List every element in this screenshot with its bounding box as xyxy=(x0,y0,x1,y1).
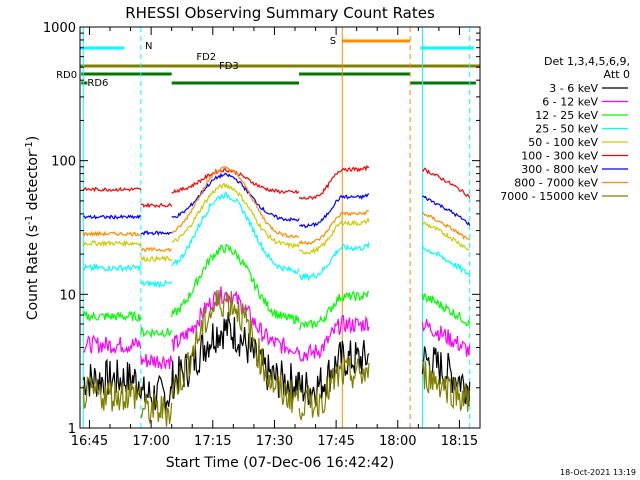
series-line xyxy=(298,314,370,363)
y-tick-label: 10 xyxy=(59,288,76,303)
series-line xyxy=(422,167,471,199)
series-line xyxy=(171,289,300,413)
legend-entry-label: 50 - 100 keV xyxy=(528,136,598,149)
y-axis-label-exp1: -1 xyxy=(24,215,35,225)
legend-entry-label: 25 - 50 keV xyxy=(535,123,598,136)
chart-title: RHESSI Observing Summary Count Rates xyxy=(125,4,435,22)
series-line xyxy=(171,182,300,250)
series-line xyxy=(298,164,370,200)
flag-label-rd0: RD0 xyxy=(56,70,77,81)
series-line xyxy=(171,191,300,274)
series-line xyxy=(82,262,142,273)
legend-entry-label: 800 - 7000 keV xyxy=(514,177,598,190)
series-line xyxy=(421,318,471,357)
series-line xyxy=(82,239,142,248)
series-line xyxy=(171,168,300,195)
series-line xyxy=(140,229,173,236)
series-line xyxy=(140,255,173,263)
legend-entry-label: 12 - 25 keV xyxy=(535,109,598,122)
y-tick-label: 1000 xyxy=(43,21,76,36)
y-tick-label: 1 xyxy=(68,422,76,437)
series-line xyxy=(422,195,471,226)
x-axis-label: Start Time (07-Dec-06 16:42:42) xyxy=(166,455,394,471)
x-tick-label: 17:15 xyxy=(194,434,231,449)
series-line xyxy=(83,214,142,221)
series-line xyxy=(421,246,471,278)
y-axis-label-close: ) xyxy=(25,136,41,141)
series-line xyxy=(171,172,300,223)
x-tick-label: 16:45 xyxy=(71,434,108,449)
series-line xyxy=(140,202,173,209)
series-line xyxy=(82,310,142,323)
flag-label-fd2: FD2 xyxy=(196,52,216,63)
x-tick-label: 17:00 xyxy=(132,434,169,449)
series-line xyxy=(140,326,173,339)
y-axis-label: Count Rate (s-1 detector-1) xyxy=(24,136,41,320)
series-line xyxy=(421,359,471,412)
series-line xyxy=(82,186,142,193)
y-axis-label-main: Count Rate (s xyxy=(25,225,41,320)
series-line xyxy=(299,193,370,229)
y-axis-label-mid: detector xyxy=(25,151,41,215)
y-tick-label: 100 xyxy=(51,155,76,170)
series-line xyxy=(421,293,471,327)
series-line xyxy=(298,357,370,421)
series-line xyxy=(140,279,173,289)
legend-entry-label: 100 - 300 keV xyxy=(521,150,598,163)
y-axis-label-exp2: -1 xyxy=(24,141,35,151)
legend-entry-label: 3 - 6 keV xyxy=(549,82,598,95)
series-line xyxy=(171,166,300,238)
series-line xyxy=(421,221,470,251)
plot-frame xyxy=(79,26,481,429)
legend-entry-label: 6 - 12 keV xyxy=(542,96,598,109)
flag-label-s: S xyxy=(330,36,336,47)
legend-header-2: Att 0 xyxy=(604,68,630,81)
x-tick-label: 17:45 xyxy=(317,434,354,449)
flag-label-n: N xyxy=(145,41,152,52)
series-line xyxy=(298,340,370,408)
flag-label-fd3: FD3 xyxy=(219,61,239,72)
series-line xyxy=(140,393,173,427)
series-line xyxy=(82,376,142,412)
series-line xyxy=(83,334,142,355)
x-tick-label: 17:30 xyxy=(256,434,293,449)
series-line xyxy=(298,290,370,331)
x-tick-label: 18:00 xyxy=(379,434,416,449)
series-line xyxy=(171,286,300,356)
series-line xyxy=(140,246,172,253)
series-line xyxy=(82,230,142,237)
legend-entry-label: 7000 - 15000 keV xyxy=(500,190,598,203)
series-line xyxy=(422,211,471,241)
x-tick-label: 18:15 xyxy=(441,434,478,449)
series-line xyxy=(298,241,370,282)
series-line xyxy=(299,216,370,255)
series-line xyxy=(140,353,173,370)
flag-label-rd6: RD6 xyxy=(87,78,108,89)
legend-header-1: Det 1,3,4,5,6,9, xyxy=(544,55,630,68)
timestamp: 18-Oct-2021 13:19 xyxy=(560,468,636,477)
series-line xyxy=(298,209,370,246)
series-line xyxy=(171,243,300,324)
legend-entry-label: 300 - 800 keV xyxy=(521,163,598,176)
